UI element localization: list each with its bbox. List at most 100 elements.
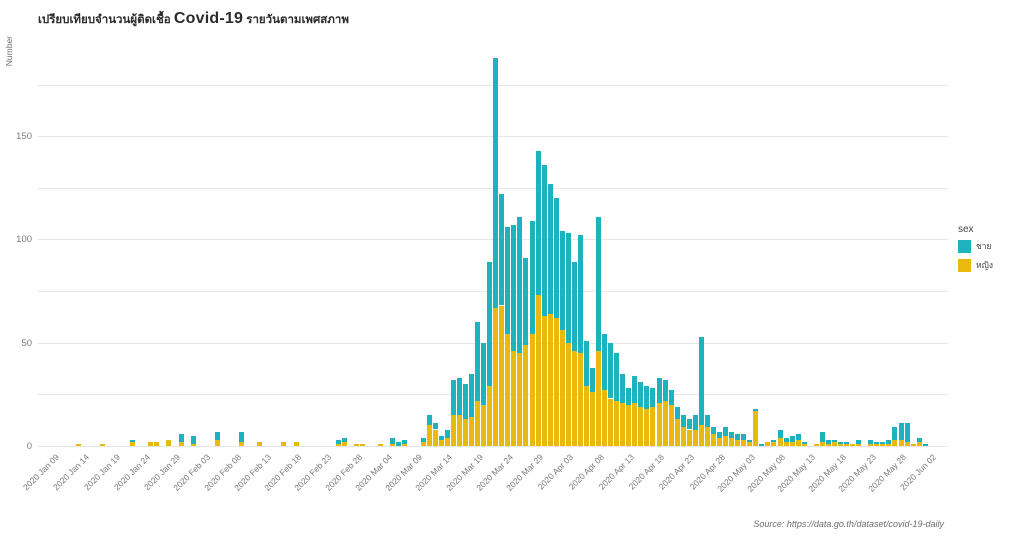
bar-segment-male-2020-05-29[interactable] [904, 423, 910, 442]
bar-segment-male-2020-05-09[interactable] [783, 437, 789, 442]
bar-segment-male-2020-03-28[interactable] [529, 220, 535, 335]
bar-segment-female-2020-03-19[interactable] [475, 400, 480, 446]
bar-segment-female-2020-04-15[interactable] [638, 406, 644, 446]
bar-segment-female-2020-05-30[interactable] [910, 443, 916, 446]
bar-segment-female-2020-03-31[interactable] [547, 313, 553, 446]
bar-segment-male-2020-04-06[interactable] [583, 340, 589, 387]
bar-segment-female-2020-03-05[interactable] [390, 443, 396, 446]
bar-segment-male-2020-05-03[interactable] [747, 439, 753, 442]
bar-segment-female-2020-05-26[interactable] [886, 443, 892, 446]
bar-segment-male-2020-03-24[interactable] [505, 227, 511, 335]
bar-segment-male-2020-04-15[interactable] [638, 382, 644, 407]
bar-segment-female-2020-04-11[interactable] [614, 400, 620, 446]
bar-segment-female-2020-04-22[interactable] [680, 427, 686, 446]
bar-segment-female-2020-05-06[interactable] [765, 441, 771, 446]
bar-segment-female-2020-02-26[interactable] [341, 441, 347, 446]
bar-segment-male-2020-03-18[interactable] [468, 373, 474, 418]
bar-segment-male-2020-04-08[interactable] [596, 216, 601, 351]
bar-segment-male-2020-04-03[interactable] [565, 233, 571, 343]
bar-segment-female-2020-04-30[interactable] [729, 437, 735, 446]
bar-segment-female-2020-03-25[interactable] [511, 351, 517, 446]
bar-segment-female-2020-05-29[interactable] [904, 441, 910, 446]
bar-segment-female-2020-05-20[interactable] [850, 443, 856, 446]
bar-segment-female-2020-05-07[interactable] [771, 441, 777, 446]
bar-segment-male-2020-03-25[interactable] [511, 224, 517, 351]
bar-segment-male-2020-04-14[interactable] [632, 375, 638, 403]
legend-item-female[interactable]: หญิง [958, 258, 993, 272]
bar-segment-male-2020-03-19[interactable] [475, 322, 480, 401]
bar-segment-female-2020-03-28[interactable] [529, 334, 535, 446]
bar-segment-female-2020-02-09[interactable] [239, 441, 244, 446]
bar-segment-male-2020-05-16[interactable] [825, 439, 831, 444]
bar-segment-male-2020-05-15[interactable] [819, 431, 825, 442]
bar-segment-male-2020-03-22[interactable] [493, 57, 499, 308]
bar-segment-female-2020-01-13[interactable] [75, 443, 81, 446]
bar-segment-male-2020-03-07[interactable] [402, 439, 408, 444]
bar-segment-female-2020-05-18[interactable] [838, 443, 843, 446]
bar-segment-female-2020-05-04[interactable] [753, 410, 759, 446]
bar-segment-female-2020-05-31[interactable] [916, 441, 922, 446]
bar-segment-female-2020-03-16[interactable] [456, 415, 462, 446]
bar-segment-female-2020-04-05[interactable] [577, 353, 583, 446]
bar-segment-female-2020-03-21[interactable] [487, 386, 493, 446]
bar-segment-male-2020-03-21[interactable] [487, 262, 493, 387]
bar-segment-female-2020-03-18[interactable] [468, 417, 474, 446]
bar-segment-male-2020-04-09[interactable] [602, 334, 607, 391]
bar-segment-male-2020-05-12[interactable] [801, 441, 807, 444]
bar-segment-female-2020-03-30[interactable] [541, 315, 547, 446]
bar-segment-male-2020-03-12[interactable] [432, 423, 438, 430]
bar-segment-male-2020-02-09[interactable] [239, 431, 244, 442]
bar-segment-male-2020-04-01[interactable] [553, 198, 559, 318]
bar-segment-male-2020-03-17[interactable] [462, 384, 468, 420]
bar-segment-male-2020-04-24[interactable] [692, 415, 698, 430]
bar-segment-male-2020-04-27[interactable] [710, 427, 716, 434]
bar-segment-male-2020-05-04[interactable] [753, 408, 759, 411]
bar-segment-male-2020-01-22[interactable] [130, 439, 136, 442]
bar-segment-male-2020-04-07[interactable] [589, 367, 595, 393]
bar-segment-female-2020-05-11[interactable] [795, 439, 801, 446]
legend-swatch-female[interactable] [958, 258, 971, 272]
bar-segment-female-2020-03-14[interactable] [444, 437, 450, 446]
bar-segment-male-2020-04-18[interactable] [656, 377, 662, 403]
bar-segment-male-2020-03-13[interactable] [438, 435, 444, 440]
bar-segment-male-2020-04-13[interactable] [626, 388, 632, 405]
bar-segment-female-2020-05-21[interactable] [856, 443, 862, 446]
bar-segment-male-2020-04-11[interactable] [614, 353, 620, 401]
bar-segment-female-2020-05-12[interactable] [801, 443, 807, 446]
bar-segment-male-2020-03-29[interactable] [535, 150, 541, 296]
bar-segment-female-2020-04-02[interactable] [559, 330, 565, 446]
bar-segment-male-2020-04-12[interactable] [620, 373, 626, 403]
bar-segment-female-2020-03-12[interactable] [432, 429, 438, 446]
bar-segment-female-2020-02-16[interactable] [281, 441, 287, 446]
bar-segment-female-2020-04-24[interactable] [692, 429, 698, 446]
bar-segment-female-2020-01-17[interactable] [99, 443, 105, 446]
bar-segment-male-2020-02-26[interactable] [341, 437, 347, 442]
bar-segment-male-2020-05-01[interactable] [735, 433, 741, 440]
bar-segment-male-2020-04-22[interactable] [680, 415, 686, 428]
bar-segment-female-2020-04-17[interactable] [650, 406, 656, 446]
bar-segment-female-2020-03-11[interactable] [426, 425, 432, 446]
bar-segment-female-2020-01-22[interactable] [130, 441, 136, 446]
bar-segment-female-2020-02-01[interactable] [190, 443, 196, 446]
bar-segment-female-2020-05-27[interactable] [892, 439, 898, 446]
bar-segment-male-2020-03-26[interactable] [517, 216, 523, 354]
bar-segment-male-2020-05-07[interactable] [771, 439, 777, 442]
bar-segment-female-2020-05-15[interactable] [819, 441, 825, 446]
bar-segment-male-2020-03-06[interactable] [396, 441, 402, 446]
bar-segment-female-2020-04-21[interactable] [674, 419, 680, 446]
bar-segment-female-2020-04-03[interactable] [565, 342, 571, 446]
bar-segment-female-2020-02-12[interactable] [257, 441, 263, 446]
bar-segment-male-2020-05-31[interactable] [916, 437, 922, 442]
bar-segment-female-2020-04-14[interactable] [632, 402, 638, 446]
bar-segment-female-2020-04-06[interactable] [583, 386, 589, 446]
bar-segment-female-2020-05-25[interactable] [880, 443, 886, 446]
bar-segment-female-2020-04-12[interactable] [620, 402, 626, 446]
bar-segment-female-2020-04-25[interactable] [698, 425, 704, 446]
bar-segment-male-2020-04-21[interactable] [674, 406, 680, 420]
bar-segment-female-2020-03-26[interactable] [517, 353, 523, 446]
bar-segment-female-2020-03-03[interactable] [378, 443, 384, 446]
bar-segment-female-2020-01-26[interactable] [154, 441, 160, 446]
bar-segment-male-2020-04-10[interactable] [608, 342, 614, 399]
bar-segment-male-2020-05-10[interactable] [789, 435, 795, 442]
bar-segment-male-2020-01-30[interactable] [178, 433, 184, 442]
